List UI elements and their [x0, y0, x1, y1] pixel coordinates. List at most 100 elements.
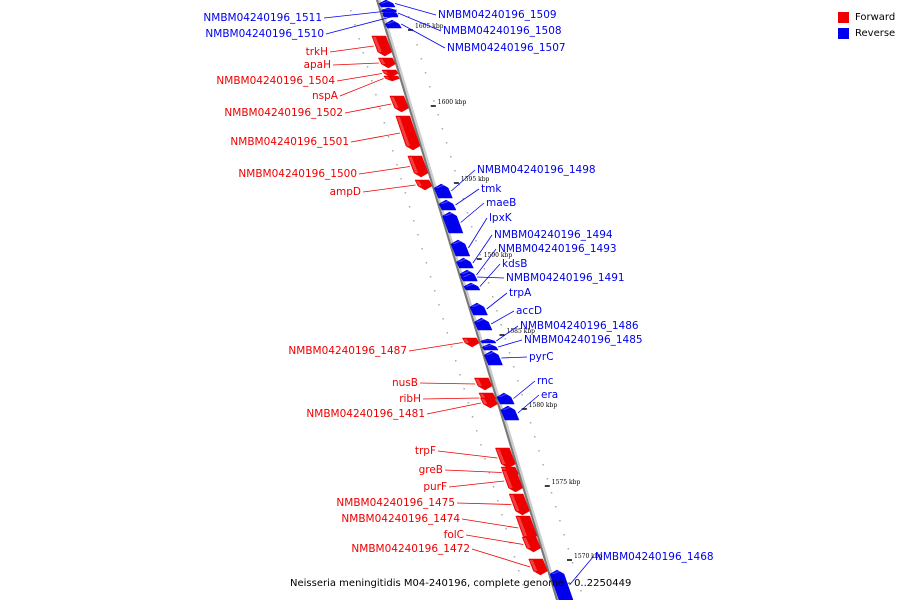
gene-label-connector [455, 188, 480, 206]
reverse-gene-label: NMBM04240196_1508 [443, 25, 562, 37]
guide-dot [475, 240, 477, 242]
gene-label-connector [486, 292, 508, 310]
forward-gene-label: NMBM04240196_1487 [288, 345, 407, 357]
backbone-shadow [377, 0, 561, 600]
reverse-gene-label: lpxK [489, 212, 513, 224]
legend-reverse: Reverse [838, 25, 895, 41]
guide-dot [455, 360, 457, 362]
guide-dot [408, 206, 411, 208]
gene-labels-group: NMBM04240196_1511 NMBM04240196_1510 NMBM04… [203, 3, 714, 586]
guide-dot [421, 248, 423, 250]
guide-dot [404, 192, 407, 194]
gene-shading [464, 284, 475, 287]
gene-shading [483, 345, 494, 347]
gene-shading [380, 1, 390, 4]
gene-label-connector [419, 382, 476, 385]
gene-label-connector [513, 380, 536, 399]
reverse-gene-label: rnc [537, 375, 554, 387]
gene-shading [497, 394, 508, 397]
scale-tick-label: 1570 kbp [574, 553, 603, 560]
backbone-group [375, 0, 561, 600]
gene-shading [435, 185, 446, 188]
reverse-gene-arrow [480, 338, 497, 344]
reverse-gene-label: era [541, 389, 558, 401]
gene-shading [372, 37, 382, 52]
gene-label-connector [426, 402, 481, 415]
forward-gene-label: trpF [415, 445, 436, 457]
guide-dot [433, 100, 435, 102]
guide-dot [450, 346, 453, 348]
gene-shading [470, 304, 481, 307]
guide-dot [546, 478, 549, 480]
gene-label-connector [448, 480, 505, 488]
genes-group [371, 0, 574, 600]
reverse-gene-label: NMBM04240196_1485 [524, 334, 643, 346]
gene-shading [390, 97, 399, 108]
guide-dot [567, 548, 570, 550]
legend-forward: Forward [838, 9, 895, 25]
gene-shading [510, 495, 520, 511]
scale-tick-label: 1595 kbp [461, 176, 490, 183]
guide-dot [463, 388, 465, 390]
reverse-gene-label: NMBM04240196_1494 [494, 229, 613, 241]
guide-dot [425, 262, 428, 264]
forward-gene-label: apaH [304, 59, 331, 71]
reverse-gene-label: NMBM04240196_1511 [203, 12, 322, 24]
guide-dot [479, 254, 481, 256]
gene-label-connector [472, 234, 493, 264]
reverse-gene-arrow [549, 569, 574, 600]
reverse-gene-arrow [500, 405, 520, 421]
reverse-gene-label: NMBM04240196_1498 [477, 164, 596, 176]
reverse-gene-arrow [463, 282, 481, 291]
forward-gene-arrow [501, 469, 523, 493]
guide-dot [534, 436, 536, 438]
guide-dot [454, 170, 456, 172]
forward-gene-label: NMBM04240196_1500 [238, 168, 357, 180]
reverse-gene-arrow [460, 272, 478, 282]
guide-dot [480, 444, 482, 446]
reverse-gene-arrow [378, 0, 396, 8]
gene-label-connector [517, 394, 540, 414]
gene-shading [461, 271, 471, 274]
guide-dot [392, 150, 394, 152]
gene-label-connector [358, 166, 411, 175]
guide-dot [371, 80, 373, 82]
guide-dot [580, 590, 582, 592]
gene-label-connector [460, 202, 485, 223]
dots-group [350, 10, 582, 592]
scale-tick-label: 1580 kbp [529, 402, 558, 409]
gene-label-connector [569, 556, 594, 586]
gene-shading [485, 352, 496, 355]
reverse-gene-arrow [474, 317, 493, 331]
forward-gene-arrow [377, 57, 396, 69]
forward-gene-label: ampD [330, 186, 361, 198]
gene-shading [481, 399, 488, 404]
reverse-gene-label: pyrC [529, 351, 554, 363]
gene-shading [384, 77, 390, 79]
guide-dot [505, 528, 507, 530]
gene-shading [408, 157, 419, 173]
guide-dot [521, 394, 523, 396]
gene-shading [475, 319, 486, 322]
reverse-gene-label: NMBM04240196_1507 [447, 42, 566, 54]
forward-swatch [838, 11, 849, 23]
guide-dot [417, 234, 419, 236]
forward-gene-label: NMBM04240196_1501 [230, 136, 349, 148]
guide-dot [408, 16, 410, 18]
gene-label-connector [408, 342, 463, 352]
forward-gene-arrow [371, 35, 393, 57]
gene-shading [452, 241, 462, 244]
forward-gene-arrow [381, 69, 399, 78]
reverse-gene-arrow [381, 10, 398, 16]
guide-dot [538, 450, 540, 452]
gene-shading [503, 471, 513, 488]
forward-gene-arrow [395, 115, 421, 151]
guide-dot [484, 458, 486, 460]
gene-label-connector [339, 78, 384, 97]
guide-dot [445, 142, 448, 144]
gene-label-connector [456, 502, 512, 505]
gene-shading [501, 407, 512, 410]
gene-shading [379, 59, 386, 64]
gene-label-connector [476, 248, 497, 276]
scale-tick-label: 1600 kbp [438, 99, 467, 106]
